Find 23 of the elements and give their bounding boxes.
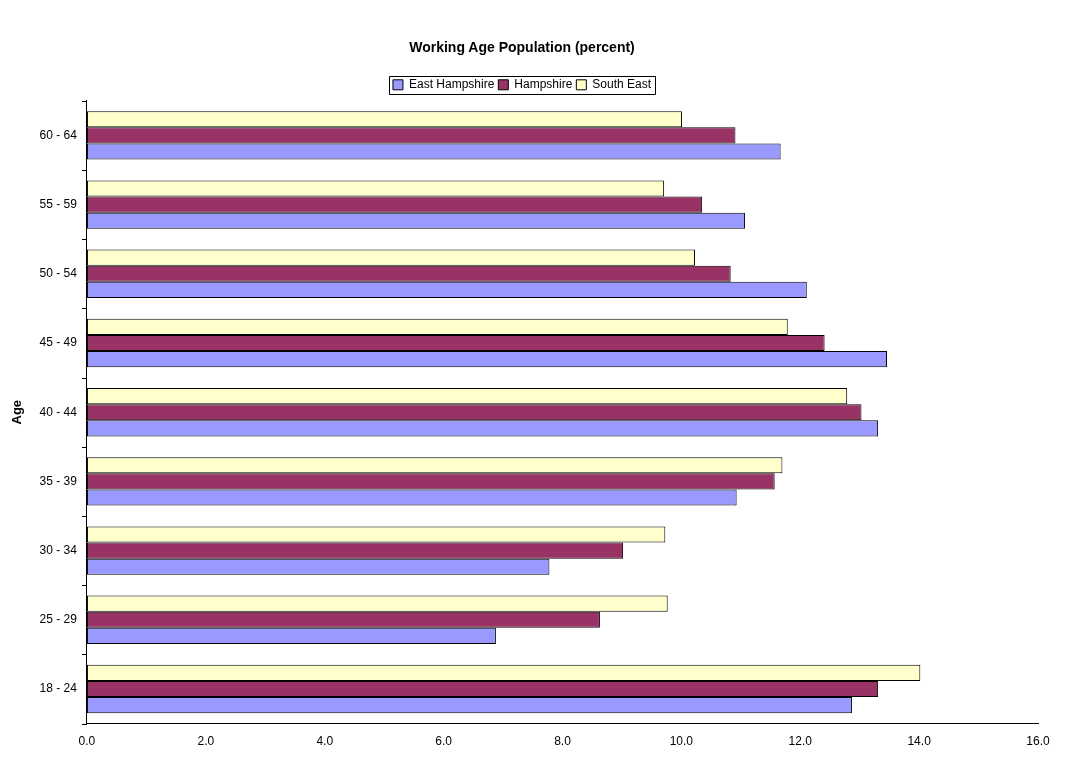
y-tick-label: 45 - 49 [39, 335, 78, 350]
y-tick-label: 60 - 64 [39, 127, 78, 142]
chart-title: Working Age Population (percent) [409, 39, 635, 56]
y-tick-label: 25 - 29 [39, 612, 78, 627]
x-tick-label: 6.0 [435, 734, 453, 749]
y-tick-label: 40 - 44 [39, 404, 78, 419]
x-tick-label: 0.0 [78, 734, 96, 749]
y-tick-label: 18 - 24 [39, 681, 78, 696]
y-tick-label: 55 - 59 [39, 196, 78, 211]
legend-label: Hampshire [514, 77, 573, 92]
x-tick-label: 16.0 [1026, 734, 1050, 749]
y-tick-label: 35 - 39 [39, 473, 78, 488]
y-tick-label: 30 - 34 [39, 542, 78, 557]
x-tick-label: 8.0 [554, 734, 572, 749]
legend-label: East Hampshire [408, 77, 495, 92]
x-tick-label: 4.0 [316, 734, 334, 749]
y-tick-label: 50 - 54 [39, 266, 78, 281]
x-tick-label: 2.0 [197, 734, 215, 749]
y-axis-title: Age [9, 399, 25, 425]
legend-label: South East [592, 77, 652, 92]
x-tick-label: 10.0 [669, 734, 694, 749]
x-tick-label: 12.0 [788, 734, 813, 749]
x-tick-label: 14.0 [907, 734, 932, 749]
